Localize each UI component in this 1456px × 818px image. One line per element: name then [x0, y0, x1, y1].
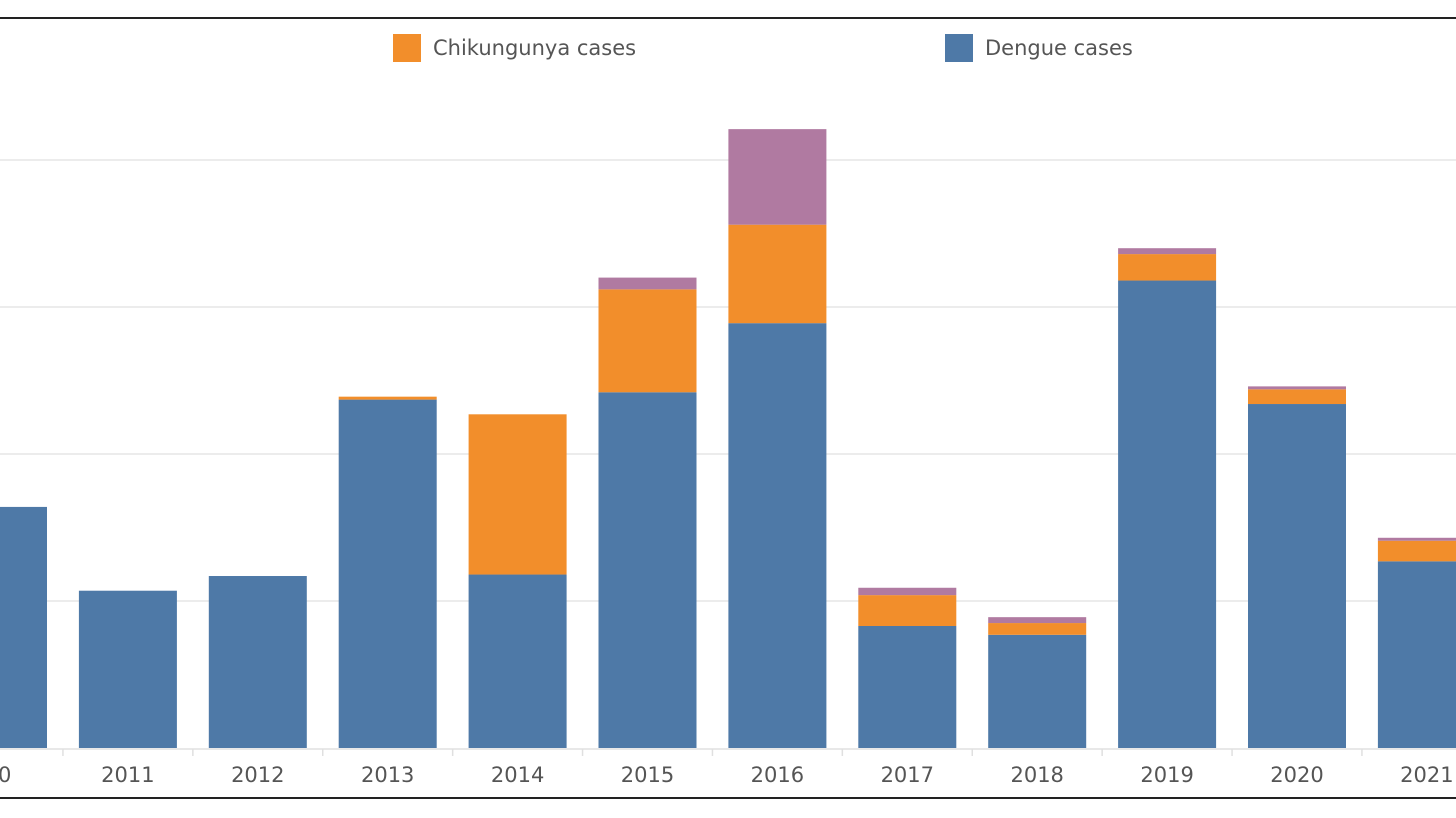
x-axis-ticks: 10 2011 2012 2013 2014 2015 2016 2017 2018 2019 20… [0, 749, 1454, 787]
legend-label-dengue: Dengue cases [985, 36, 1133, 60]
bar-2018-other [988, 617, 1087, 624]
tick-label-2012: 2012 [231, 763, 284, 787]
legend-item-dengue: Dengue cases [945, 34, 1133, 62]
bar-2015-chikungunya [598, 289, 697, 393]
bar-2014-dengue [468, 574, 567, 748]
bar-2020-dengue [1248, 404, 1346, 748]
tick-label-2015: 2015 [621, 763, 674, 787]
bar-2015-dengue [598, 392, 697, 748]
legend-item-chikungunya: Chikungunya cases [393, 34, 636, 62]
bar-2021-dengue [1377, 561, 1456, 748]
legend-swatch-chikungunya [393, 34, 421, 62]
bar-2019-chikungunya [1118, 254, 1217, 281]
tick-label-2021: 2021 [1400, 763, 1453, 787]
bar-2016-chikungunya [728, 224, 827, 324]
tick-label-2019: 2019 [1140, 763, 1193, 787]
bar-2021-chikungunya [1377, 540, 1456, 562]
bar-2017-other [858, 587, 957, 596]
tick-label-2016: 2016 [751, 763, 804, 787]
bars [0, 129, 1456, 748]
tick-label-2014: 2014 [491, 763, 544, 787]
bar-2013-chikungunya [338, 396, 437, 400]
bar-2015-other [598, 277, 697, 290]
legend-swatch-dengue [945, 34, 973, 62]
bar-2016-dengue [728, 323, 827, 748]
bar-2014-chikungunya [468, 414, 567, 575]
bar-2011-dengue [78, 590, 177, 748]
legend-label-chikungunya: Chikungunya cases [433, 36, 637, 60]
bar-2017-chikungunya [858, 595, 957, 626]
bar-2020-chikungunya [1248, 389, 1346, 405]
tick-label-2011: 2011 [101, 763, 154, 787]
chart-frame [0, 17, 1456, 799]
tick-label-2020: 2020 [1270, 763, 1323, 787]
bar-2013-dengue [338, 399, 437, 748]
bar-2016-other [728, 129, 827, 225]
tick-label-2013: 2013 [361, 763, 414, 787]
bar-2018-chikungunya [988, 623, 1087, 635]
bar-2020-other [1248, 386, 1346, 390]
bar-2010-dengue [0, 506, 47, 748]
bar-2019-dengue [1118, 280, 1217, 748]
bar-2019-other [1118, 248, 1217, 255]
bar-2017-dengue [858, 625, 957, 748]
tick-label-2017: 2017 [881, 763, 934, 787]
bar-2012-dengue [208, 576, 307, 748]
tick-label-2010: 10 [0, 763, 11, 787]
tick-label-2018: 2018 [1010, 763, 1063, 787]
bar-2018-dengue [988, 634, 1087, 748]
bar-2021-other [1377, 537, 1456, 541]
